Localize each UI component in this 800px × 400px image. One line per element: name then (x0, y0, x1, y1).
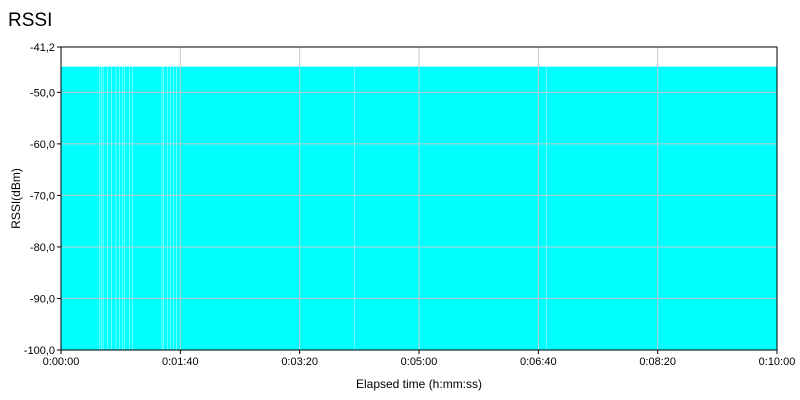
series-segment (119, 66, 123, 350)
series-segment (122, 66, 125, 350)
y-tick-label: -90,0 (30, 293, 55, 305)
series-segment (163, 66, 168, 350)
x-tick-label: 0:01:40 (162, 356, 199, 368)
series-segment (133, 66, 162, 350)
y-tick-label: -60,0 (30, 139, 55, 151)
y-tick-label: -100,0 (24, 345, 55, 357)
series-segment (61, 66, 100, 350)
series-segment (129, 66, 133, 350)
x-tick-label: 0:08:20 (639, 356, 676, 368)
y-tick-label: -80,0 (30, 242, 55, 254)
x-tick-label: 0:00:00 (43, 356, 80, 368)
gridlines (61, 47, 777, 350)
series-segment (162, 66, 164, 350)
x-tick-label: 0:06:40 (520, 356, 557, 368)
series-segment (116, 66, 120, 350)
y-tick-label: -41,2 (30, 42, 55, 54)
y-axis-title: RSSI(dBm) (9, 168, 23, 229)
series-segment (125, 66, 130, 350)
series-segment (167, 66, 170, 350)
series-segment (354, 66, 547, 350)
axes (57, 46, 778, 354)
series-segment (99, 66, 102, 350)
x-axis-title: Elapsed time (h:mm:ss) (356, 377, 482, 391)
series-segment (170, 66, 174, 350)
x-tick-label: 0:05:00 (401, 356, 438, 368)
page-title: RSSI (8, 10, 53, 31)
series-segment (103, 66, 108, 350)
tick-labels: -41,2 -50,0 -60,0 -70,0 -80,0 -90,0 -100,00:00… (24, 42, 796, 368)
y-tick-label: -50,0 (30, 87, 55, 99)
series-segment (176, 66, 355, 350)
y-tick-label: -70,0 (30, 190, 55, 202)
x-tick-label: 0:10:00 (759, 356, 796, 368)
series-segment (546, 66, 777, 350)
x-tick-label: 0:03:20 (281, 356, 318, 368)
series-segment (107, 66, 112, 350)
series-segment (101, 66, 103, 350)
series-area (61, 66, 777, 350)
series-segment (111, 66, 116, 350)
series-segment (174, 66, 177, 350)
